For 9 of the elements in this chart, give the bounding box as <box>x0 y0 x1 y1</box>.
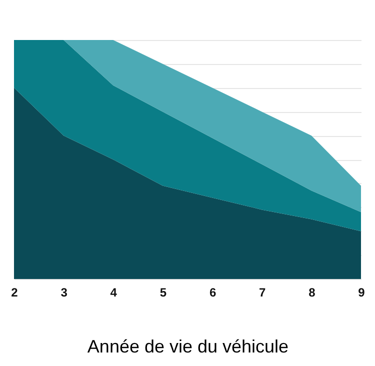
x-tick-label: 4 <box>110 286 118 300</box>
x-tick-label: 6 <box>209 286 216 300</box>
x-tick-label: 9 <box>358 286 366 300</box>
x-tick-label: 5 <box>160 286 167 300</box>
x-tick-label: 8 <box>308 286 316 300</box>
x-tick-label: 3 <box>60 286 68 300</box>
x-tick-label: 7 <box>259 286 266 300</box>
x-axis-title: Année de vie du véhicule <box>87 336 289 356</box>
x-tick-label: 2 <box>11 286 18 300</box>
